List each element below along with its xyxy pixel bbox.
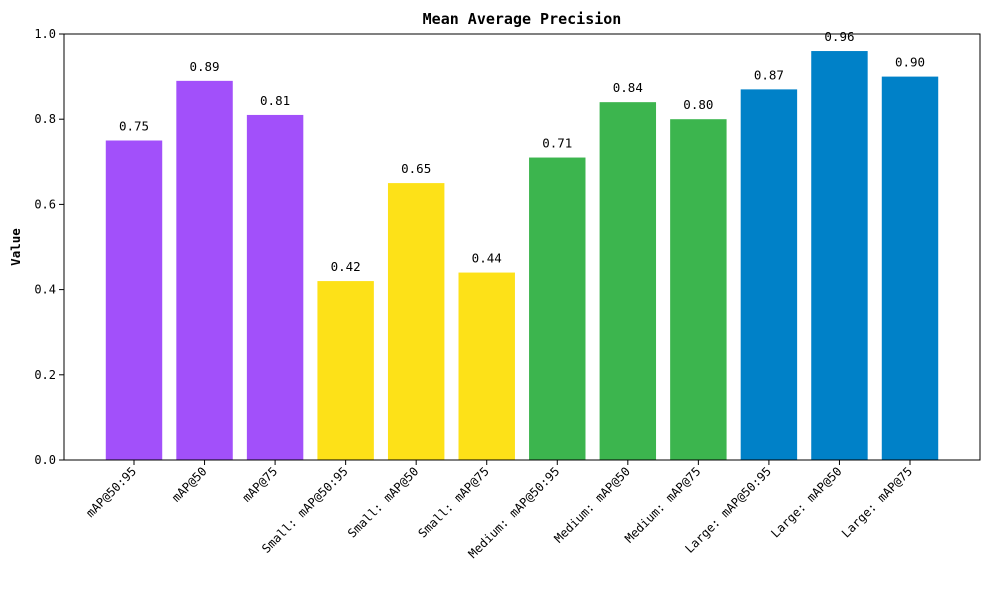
bar-value-labels: 0.75 0.89 0.81 0.42 0.65 0.44 0.71 0.84 0.80 0.87… — [119, 29, 925, 274]
y-tick-label: 0.8 — [34, 112, 56, 126]
bar-value-label: 0.80 — [683, 97, 713, 112]
bar-value-label: 0.81 — [260, 93, 290, 108]
bar — [670, 119, 727, 460]
x-tick-label: Small: mAP@75 — [416, 464, 492, 540]
bar-value-label: 0.65 — [401, 161, 431, 176]
bar — [176, 80, 233, 461]
x-tick-label: Large: mAP@75 — [839, 464, 915, 540]
x-tick-label: mAP@50 — [169, 464, 210, 505]
bar-value-label: 0.87 — [754, 67, 784, 82]
bar-value-label: 0.90 — [895, 55, 925, 70]
bar-value-label: 0.89 — [189, 59, 219, 74]
y-tick-label: 0.6 — [34, 197, 56, 211]
bar-value-label: 0.84 — [613, 80, 643, 95]
plot-frame — [63, 33, 981, 461]
bar — [811, 51, 868, 460]
x-tick-label: Small: mAP@50 — [345, 464, 421, 540]
bar — [105, 140, 163, 460]
bar-value-label: 0.44 — [472, 251, 502, 266]
y-tick-label: 0.0 — [34, 453, 56, 467]
x-tick-label: mAP@50:95 — [83, 464, 139, 520]
chart-title: Mean Average Precision — [423, 10, 622, 28]
x-tick-label: mAP@75 — [240, 464, 281, 505]
bar-value-label: 0.42 — [331, 259, 361, 274]
bar — [881, 76, 939, 460]
bar — [387, 183, 445, 460]
bar — [599, 102, 657, 460]
y-tick-label: 0.4 — [34, 283, 56, 297]
y-tick-label: 0.2 — [34, 368, 56, 382]
bar — [529, 157, 586, 461]
bar — [740, 89, 798, 460]
y-tick-label: 1.0 — [34, 27, 56, 41]
bar-value-label: 0.96 — [824, 29, 854, 44]
bar — [246, 114, 304, 460]
bar — [317, 281, 374, 460]
y-axis-title: Value — [8, 228, 23, 266]
x-tick-label: Medium: mAP@50 — [552, 464, 633, 545]
x-tick-label: Large: mAP@50 — [768, 464, 844, 540]
bar-value-label: 0.71 — [542, 136, 572, 151]
bar-series — [105, 51, 939, 461]
bar — [458, 272, 515, 460]
bar-value-label: 0.75 — [119, 119, 149, 134]
y-axis: 0.0 0.2 0.4 0.6 0.8 1.0 — [34, 27, 64, 467]
x-tick-label: Medium: mAP@75 — [622, 464, 703, 545]
